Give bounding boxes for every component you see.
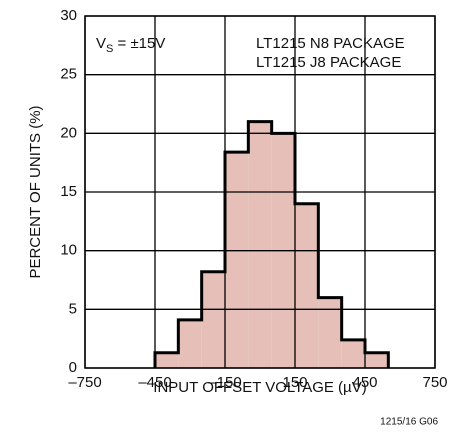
x-tick-label: 150 xyxy=(282,374,307,391)
y-tick-label: 15 xyxy=(60,183,77,200)
y-tick-label: 5 xyxy=(69,300,77,317)
y-tick-label: 30 xyxy=(60,7,77,24)
y-tick-label: 0 xyxy=(69,359,77,376)
bar xyxy=(295,203,319,368)
bar xyxy=(178,319,202,368)
y-tick-label: 20 xyxy=(60,124,77,141)
annotation: LT1215 N8 PACKAGE xyxy=(256,35,405,52)
bar xyxy=(341,339,365,368)
bar xyxy=(201,271,225,368)
annotation: VS = ±15V xyxy=(96,35,165,55)
figure-id: 1215/16 G06 xyxy=(380,417,438,428)
bar xyxy=(155,352,179,368)
x-tick-label: –750 xyxy=(68,374,101,391)
y-tick-label: 25 xyxy=(60,66,77,83)
x-tick-label: –450 xyxy=(138,374,171,391)
annotation: LT1215 J8 PACKAGE xyxy=(256,54,401,71)
annotation-part: = ±15V xyxy=(113,35,165,52)
annotation-part: V xyxy=(96,35,106,52)
y-axis-label: PERCENT OF UNITS (%) xyxy=(27,105,44,278)
bar xyxy=(365,352,389,368)
bar xyxy=(225,152,249,368)
plot-frame xyxy=(84,15,436,369)
x-tick-label: 450 xyxy=(352,374,377,391)
bar xyxy=(318,297,342,368)
x-tick-label: –150 xyxy=(208,374,241,391)
histogram-outline xyxy=(153,120,390,368)
annotation-part: S xyxy=(106,43,113,55)
bar xyxy=(248,121,272,368)
x-axis-label: INPUT OFFSET VOLTAGE (µV) xyxy=(153,379,366,396)
x-tick-label: 750 xyxy=(422,374,447,391)
y-tick-label: 10 xyxy=(60,242,77,259)
